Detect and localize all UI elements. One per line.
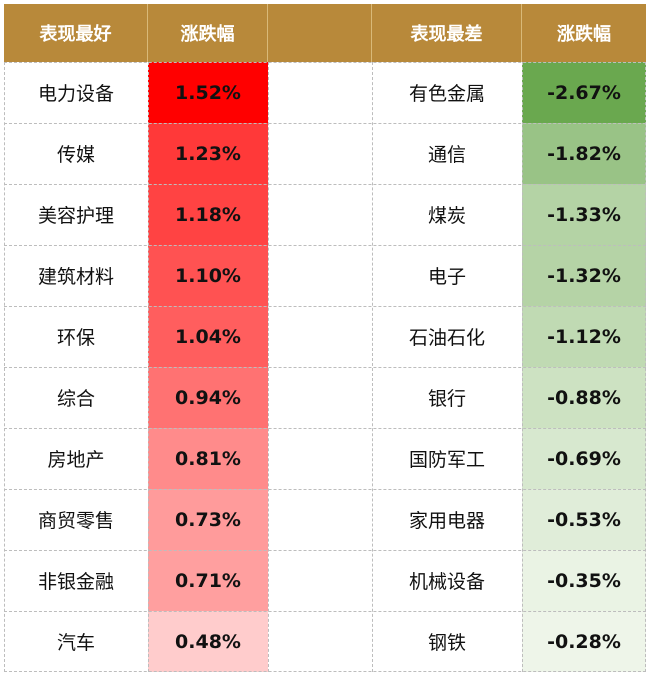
worst-sector-name: 石油石化 bbox=[408, 327, 485, 349]
best-sector-name: 房地产 bbox=[47, 449, 105, 471]
worst-sector-name: 家用电器 bbox=[408, 510, 485, 532]
grid-line-horizontal bbox=[4, 671, 646, 672]
worst-change-value: -1.12% bbox=[522, 306, 646, 367]
best-change-value: 0.73% bbox=[148, 489, 268, 550]
best-change-value: 1.04% bbox=[148, 306, 268, 367]
grid-line-horizontal bbox=[4, 611, 646, 612]
grid-line-vertical bbox=[645, 62, 646, 672]
worst-sector-name: 机械设备 bbox=[408, 571, 485, 593]
worst-sector-name: 有色金属 bbox=[408, 83, 485, 105]
grid-line-vertical bbox=[4, 62, 5, 672]
best-sector-name: 综合 bbox=[56, 388, 95, 410]
grid-line-horizontal bbox=[4, 123, 646, 124]
worst-change-value: -0.88% bbox=[522, 367, 646, 428]
grid-line-vertical bbox=[372, 62, 373, 672]
grid-line-vertical bbox=[268, 62, 269, 672]
grid-line-horizontal bbox=[4, 62, 646, 63]
grid-line-horizontal bbox=[4, 550, 646, 551]
worst-change-value: -1.32% bbox=[522, 245, 646, 306]
worst-sector-name: 国防军工 bbox=[408, 449, 485, 471]
worst-sector-name: 电子 bbox=[427, 266, 466, 288]
best-sector-name: 非银金融 bbox=[37, 571, 114, 593]
worst-change-value: -0.69% bbox=[522, 428, 646, 489]
grid-line-horizontal bbox=[4, 245, 646, 246]
worst-sector-name: 通信 bbox=[427, 144, 466, 166]
best-sector-name: 汽车 bbox=[56, 632, 95, 654]
best-sector-name: 环保 bbox=[56, 327, 95, 349]
best-change-value: 0.81% bbox=[148, 428, 268, 489]
worst-sector-name: 煤炭 bbox=[427, 205, 466, 227]
grid-line-horizontal bbox=[4, 489, 646, 490]
grid-line-horizontal bbox=[4, 184, 646, 185]
header-spacer bbox=[268, 4, 372, 62]
best-sector-name: 美容护理 bbox=[37, 205, 114, 227]
header-best-sector: 表现最好 bbox=[4, 4, 148, 62]
best-change-value: 0.48% bbox=[148, 611, 268, 672]
header-worst-change: 涨跌幅 bbox=[522, 4, 646, 62]
grid-line-horizontal bbox=[4, 428, 646, 429]
best-change-value: 0.71% bbox=[148, 550, 268, 611]
best-change-value: 0.94% bbox=[148, 367, 268, 428]
best-sector-name: 建筑材料 bbox=[37, 266, 114, 288]
best-sector-name: 电力设备 bbox=[37, 83, 114, 105]
sector-performance-table: 表现最好 涨跌幅 表现最差 涨跌幅 电力设备 1.52% 有色金属 -2.67% 传媒 1… bbox=[4, 4, 646, 672]
best-change-value: 1.52% bbox=[148, 62, 268, 123]
worst-sector-name: 钢铁 bbox=[427, 632, 466, 654]
header-best-change: 涨跌幅 bbox=[148, 4, 268, 62]
grid-line-horizontal bbox=[4, 306, 646, 307]
worst-change-value: -1.82% bbox=[522, 123, 646, 184]
grid-line-vertical bbox=[148, 62, 149, 672]
worst-sector-name: 银行 bbox=[427, 388, 466, 410]
best-change-value: 1.10% bbox=[148, 245, 268, 306]
worst-change-value: -1.33% bbox=[522, 184, 646, 245]
header-worst-sector: 表现最差 bbox=[372, 4, 522, 62]
best-change-value: 1.18% bbox=[148, 184, 268, 245]
best-sector-name: 传媒 bbox=[56, 144, 95, 166]
worst-change-value: -2.67% bbox=[522, 62, 646, 123]
best-sector-name: 商贸零售 bbox=[37, 510, 114, 532]
best-change-value: 1.23% bbox=[148, 123, 268, 184]
worst-change-value: -0.35% bbox=[522, 550, 646, 611]
grid-line-horizontal bbox=[4, 367, 646, 368]
worst-change-value: -0.53% bbox=[522, 489, 646, 550]
worst-change-value: -0.28% bbox=[522, 611, 646, 672]
grid-line-vertical bbox=[522, 62, 523, 672]
